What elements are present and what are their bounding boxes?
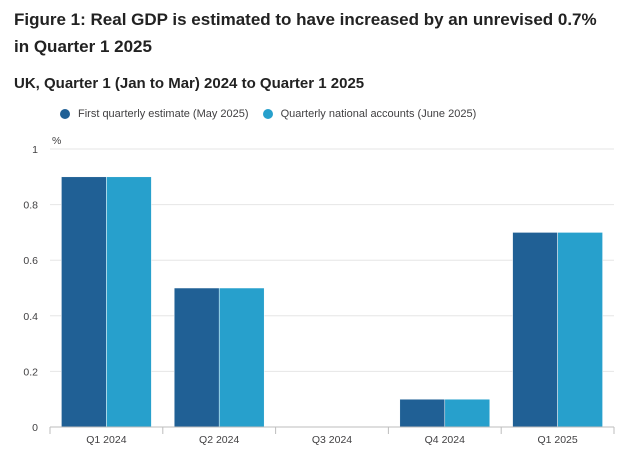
y-axis-ticks: 0 0.2 0.4 0.6 0.8 1 xyxy=(23,144,38,434)
legend-label-first-estimate: First quarterly estimate (May 2025) xyxy=(78,108,249,120)
x-tick-label: Q1 2025 xyxy=(537,434,577,446)
legend-item-first-estimate: First quarterly estimate (May 2025) xyxy=(60,108,249,120)
legend-swatch-first-estimate xyxy=(60,109,70,119)
legend-label-quarterly-accounts: Quarterly national accounts (June 2025) xyxy=(280,108,477,120)
y-tick-label: 0.8 xyxy=(23,200,38,212)
bar-first-estimate xyxy=(173,287,220,428)
bar-quarterly-accounts xyxy=(557,232,603,428)
x-tick-label: Q1 2024 xyxy=(86,434,126,446)
legend: First quarterly estimate (May 2025) Quar… xyxy=(60,108,490,120)
y-axis-unit-label: % xyxy=(52,135,61,147)
bar-quarterly-accounts xyxy=(444,398,491,428)
x-tick-label: Q4 2024 xyxy=(425,434,465,446)
bar-first-estimate xyxy=(399,398,446,428)
x-tick-label: Q2 2024 xyxy=(199,434,239,446)
x-axis: Q1 2024 Q2 2024 Q3 2024 Q4 2024 Q1 2025 xyxy=(49,426,615,446)
y-tick-label: 0.2 xyxy=(23,366,38,378)
bar-quarterly-accounts xyxy=(106,176,152,428)
chart-subtitle: UK, Quarter 1 (Jan to Mar) 2024 to Quart… xyxy=(14,75,365,92)
bars xyxy=(61,176,603,428)
y-tick-label: 0 xyxy=(32,422,38,434)
chart-title: Figure 1: Real GDP is estimated to have … xyxy=(14,10,597,56)
y-tick-label: 0.4 xyxy=(23,311,38,323)
y-tick-label: 1 xyxy=(32,144,38,156)
bar-quarterly-accounts xyxy=(218,287,265,428)
x-tick-label: Q3 2024 xyxy=(312,434,352,446)
y-tick-label: 0.6 xyxy=(23,255,38,267)
bar-first-estimate xyxy=(61,176,107,428)
bar-chart: 0 0.2 0.4 0.6 0.8 1 % Q1 2024 Q2 2024 Q3 2024 Q4… xyxy=(23,135,615,446)
legend-item-quarterly-accounts: Quarterly national accounts (June 2025) xyxy=(262,108,477,120)
bar-first-estimate xyxy=(512,232,558,428)
legend-swatch-quarterly-accounts xyxy=(262,109,273,119)
